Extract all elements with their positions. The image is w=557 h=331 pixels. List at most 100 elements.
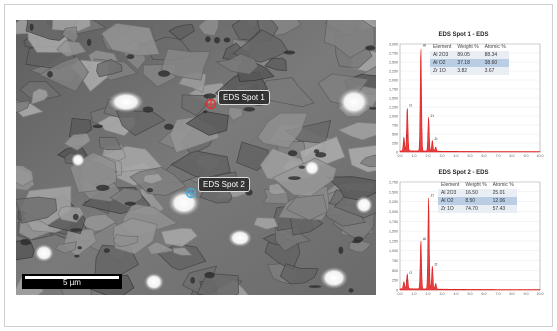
y-tick-label: 1,250 [389, 239, 398, 243]
y-tick-label: 750 [392, 124, 398, 128]
table-header: Atomic % [484, 43, 506, 50]
y-tick-label: 250 [392, 279, 398, 283]
table-cell: Al 2O3 [438, 189, 463, 197]
y-tick-label: 0 [396, 151, 398, 155]
x-tick-label: 6.0 [482, 292, 487, 296]
table-cell: 37.18 [454, 59, 482, 67]
y-tick-label: 2,250 [389, 200, 398, 204]
scale-bar-label: 5 µm [63, 278, 81, 287]
y-tick-label: 500 [392, 133, 398, 137]
table-cell: 12.06 [489, 197, 517, 205]
x-tick-label: 10.0 [537, 154, 544, 158]
peak-label: Zr [434, 137, 438, 141]
x-tick-label: 6.0 [482, 154, 487, 158]
sem-micrograph: EDS Spot 1 EDS Spot 2 5 µm [16, 20, 376, 295]
x-tick-label: 9.0 [524, 292, 529, 296]
y-tick-label: 1,750 [389, 220, 398, 224]
x-tick-label: 5.0 [468, 292, 473, 296]
spot-2-marker [185, 187, 197, 199]
table-cell: 3.67 [481, 67, 509, 75]
x-tick-label: 0.0 [398, 292, 403, 296]
y-tick-label: 2,500 [389, 61, 398, 65]
table-cell: Al 2O3 [430, 51, 455, 59]
y-tick-label: 1,250 [389, 106, 398, 110]
table-cell: 89.05 [454, 51, 482, 59]
x-tick-label: 2.0 [426, 154, 431, 158]
peak-label: O [409, 271, 412, 275]
spectrum-2-table: Element Weight % Atomic % Al 2O3 16.50 2… [438, 180, 517, 213]
table-cell: 74.70 [462, 205, 490, 213]
peak-label: C [406, 279, 409, 283]
table-cell: 38.60 [481, 59, 509, 67]
x-tick-label: 1.0 [412, 154, 417, 158]
x-tick-label: 2.0 [426, 292, 431, 296]
spectrum-panel-1: EDS Spot 1 - EDS 3,000 2,750 2,500 2,250 2,0… [380, 30, 547, 162]
y-tick-label: 2,000 [389, 210, 398, 214]
figure-frame [4, 4, 553, 327]
peak-label: Al [423, 237, 426, 241]
spectrum-trace [399, 197, 541, 291]
y-tick-label: 2,750 [389, 181, 398, 185]
y-tick-label: 1,750 [389, 88, 398, 92]
x-tick-label: 3.0 [440, 292, 445, 296]
x-tick-label: 10.0 [537, 292, 544, 296]
peak-label: O [409, 104, 412, 108]
y-tick-label: 1,500 [389, 230, 398, 234]
table-cell: 3.82 [454, 67, 482, 75]
x-tick-label: 7.0 [496, 292, 501, 296]
spectrum-panel-2: EDS Spot 2 - EDS 2,750 2,500 2,250 2,000 1,7… [380, 168, 547, 300]
table-cell: 16.50 [462, 189, 490, 197]
spectrum-1-chart: 3,000 2,750 2,500 2,250 2,000 1,750 1,500 1,250… [389, 43, 544, 159]
bright-particles [34, 88, 373, 291]
table-row: Al 2O3 89.05 88.34 [430, 51, 509, 59]
table-row: Al O2 37.18 38.60 [430, 59, 509, 67]
x-tick-label: 0.0 [398, 154, 403, 158]
y-tick-label: 250 [392, 142, 398, 146]
table-cell: 8.50 [462, 197, 490, 205]
table-row: Al 2O3 16.50 25.01 [438, 189, 517, 197]
scale-bar-line [25, 276, 119, 279]
scale-bar: 5 µm [22, 274, 122, 289]
y-tick-label: 0 [396, 289, 398, 293]
sem-texture [16, 20, 376, 295]
x-tick-label: 8.0 [510, 292, 515, 296]
y-tick-label: 2,000 [389, 79, 398, 83]
y-tick-label: 500 [392, 269, 398, 273]
y-tick-label: 1,000 [389, 249, 398, 253]
table-header: Element [441, 181, 460, 188]
table-row: Zr 1O 3.82 3.67 [430, 67, 509, 75]
y-tick-label: 750 [392, 259, 398, 263]
x-tick-label: 9.0 [524, 154, 529, 158]
y-tick-label: 1,000 [389, 115, 398, 119]
table-cell: 25.01 [489, 189, 517, 197]
y-tick-label: 2,250 [389, 70, 398, 74]
spot-1-marker [205, 98, 217, 110]
y-tick-label: 3,000 [389, 43, 398, 47]
table-cell: Al O2 [430, 59, 455, 67]
peak-label: Zr [431, 194, 435, 198]
peak-label: Al [423, 44, 426, 48]
table-row: Al O2 8.50 12.06 [438, 197, 517, 205]
spectrum-2-title: EDS Spot 2 - EDS [438, 170, 489, 176]
spot-2-label: EDS Spot 2 [198, 177, 250, 192]
table-cell: Zr 1O [430, 67, 455, 75]
x-tick-label: 7.0 [496, 154, 501, 158]
x-tick-label: 1.0 [412, 292, 417, 296]
spectrum-trace [399, 49, 541, 153]
table-header: Weight % [465, 181, 487, 188]
x-tick-label: 4.0 [454, 154, 459, 158]
spectrum-1-title: EDS Spot 1 - EDS [438, 32, 489, 38]
x-tick-label: 3.0 [440, 154, 445, 158]
table-cell: Zr 1O [438, 205, 463, 213]
table-row: Zr 1O 74.70 57.43 [438, 205, 517, 213]
y-tick-label: 2,750 [389, 52, 398, 56]
x-tick-label: 8.0 [510, 154, 515, 158]
table-cell: Al O2 [438, 197, 463, 205]
x-tick-label: 5.0 [468, 154, 473, 158]
x-tick-label: 4.0 [454, 292, 459, 296]
spot-1-label: EDS Spot 1 [218, 90, 270, 105]
peak-label: Zr [431, 114, 435, 118]
y-tick-label: 1,500 [389, 97, 398, 101]
table-header: Atomic % [492, 181, 514, 188]
spectrum-1-table: Element Weight % Atomic % Al 2O3 89.05 8… [430, 42, 509, 75]
